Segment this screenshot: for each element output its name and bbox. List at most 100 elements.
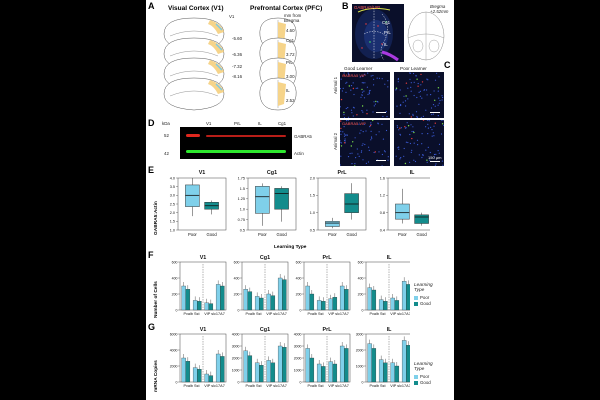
labeled-cell-dot: [375, 100, 377, 103]
panel-f-title-il: IL: [387, 255, 392, 261]
panel-c-scalebar-line-1: [376, 112, 386, 113]
western-blot-image: [180, 127, 292, 159]
nucleus-dot: [433, 156, 435, 158]
panel-g-title-il: IL: [387, 327, 392, 333]
panel-g-bar-pvalb-good: [371, 348, 377, 383]
y-tick-label: 3000: [232, 344, 240, 348]
v1-region-highlight: [215, 43, 223, 51]
y-tick-label: 1.5: [310, 194, 315, 198]
pfc-region-label-prl: PrL: [286, 60, 293, 65]
panel-g-bar-vip-poor: [328, 361, 333, 383]
nucleus-dot: [435, 153, 437, 155]
panel-label-g: G: [148, 322, 156, 332]
panel-f-bar-pvalb-good: [185, 289, 191, 311]
fluorescence-image: [340, 120, 389, 166]
panel-f-bar-pvalb-poor: [367, 287, 372, 311]
y-tick-label: 2.5: [170, 202, 175, 206]
y-tick-label: 0: [238, 380, 240, 384]
x-tick-labels-left: Pvalb Sst: [245, 312, 262, 316]
y-tick-label: 2000: [294, 356, 302, 360]
nucleus-dot: [437, 115, 439, 117]
nucleus-dot: [398, 148, 400, 150]
nucleus-dot: [422, 154, 424, 157]
panel-g-bar-vip-good: [394, 365, 400, 383]
nucleus-dot: [425, 126, 427, 128]
panel-e-xlabel: Learning Type: [274, 245, 307, 250]
panel-c-legend: GABRA5 VIP: [342, 73, 366, 78]
nucleus-dot: [352, 106, 355, 108]
nucleus-dot: [437, 150, 439, 152]
labeled-cell-dot: [340, 98, 343, 101]
pfc-region-label-il: IL: [286, 88, 290, 93]
panel-b-bregma: Bregma +2.52mm: [430, 4, 449, 14]
labeled-cell-dot: [434, 122, 436, 124]
v1-section-outline: [163, 77, 225, 111]
labeled-cell-dot: [361, 88, 363, 91]
y-tick-label: 1000: [356, 364, 364, 368]
panel-g-legend-good: Good: [420, 380, 431, 385]
pfc-bregma-distance: 3.72: [286, 52, 295, 57]
nucleus-dot: [438, 143, 441, 145]
v1-section-inner-line: [169, 50, 219, 57]
nucleus-dot: [370, 136, 373, 138]
nucleus-dot: [342, 87, 344, 89]
nucleus-dot: [352, 115, 354, 117]
x-tick-label-good: Good: [416, 232, 427, 237]
blot-band-gabra5-marker: [186, 134, 200, 137]
nucleus-dot: [367, 93, 369, 95]
nucleus-dot: [364, 123, 366, 125]
nucleus-dot: [441, 99, 443, 101]
nucleus-dot: [343, 114, 345, 116]
nucleus-dot: [340, 142, 342, 144]
panel-f-bar-slc17a7-good: [406, 284, 410, 311]
panel-a-title-pfc: Prefrontal Cortex (PFC): [250, 5, 323, 12]
y-tick-label: 3.5: [170, 185, 175, 189]
panel-d-lane-cg1: Cg1: [278, 121, 287, 126]
nucleus-dot: [421, 143, 423, 145]
panel-f-legend-poor-swatch: [414, 296, 418, 300]
nucleus-dot: [347, 120, 349, 121]
panel-f-bar-pvalb-poor: [305, 285, 310, 311]
nucleus-dot: [438, 76, 440, 78]
labeled-cell-dot: [399, 127, 401, 129]
nucleus-dot: [386, 116, 388, 118]
figure-canvas: A Visual Cortex (V1) Prefrontal Cortex (…: [146, 0, 454, 400]
nucleus-dot: [363, 90, 365, 92]
nucleus-dot: [441, 95, 443, 97]
labeled-cell-dot: [340, 145, 343, 147]
nucleus-dot: [397, 77, 399, 80]
panel-e-title-cg1: Cg1: [267, 170, 277, 176]
panel-f-legend-poor: Poor: [420, 295, 430, 300]
nucleus-dot: [384, 151, 386, 153]
labeled-cell-dot: [417, 85, 419, 87]
nucleus-dot: [351, 112, 353, 114]
panel-d-unit: kDa: [162, 121, 170, 126]
nucleus-dot: [370, 122, 372, 124]
nucleus-dot: [438, 97, 440, 99]
v1-section-inner-line: [169, 30, 219, 37]
nucleus-dot: [340, 140, 341, 142]
panel-f-bar-slc17a7-good: [220, 285, 225, 311]
nucleus-dot: [366, 86, 368, 88]
nucleus-dot: [375, 134, 377, 136]
fluorescence-image: [395, 120, 444, 166]
nucleus-dot: [409, 133, 411, 136]
y-tick-label: 4000: [294, 332, 302, 336]
nucleus-dot: [416, 117, 418, 118]
nucleus-dot: [378, 131, 380, 133]
v1-shaded-region: [208, 40, 224, 54]
nucleus-dot: [343, 135, 346, 137]
panel-g-bar-pvalb-poor: [181, 357, 186, 383]
nucleus-dot: [420, 116, 422, 118]
panel-g-bar-pvalb-good: [247, 355, 253, 383]
nucleus-dot: [340, 141, 341, 143]
panel-d-mw-52: 52: [164, 133, 169, 138]
nucleus-dot: [351, 152, 353, 154]
labeled-cell-dot: [426, 159, 428, 161]
y-tick-label: 1.2: [380, 194, 385, 198]
nucleus-dot: [399, 112, 401, 114]
nucleus-dot: [427, 146, 429, 148]
panel-d-band-gabra5: GABRA5: [294, 134, 312, 139]
y-tick-label: 3000: [356, 332, 364, 336]
panel-label-e: E: [148, 165, 155, 175]
